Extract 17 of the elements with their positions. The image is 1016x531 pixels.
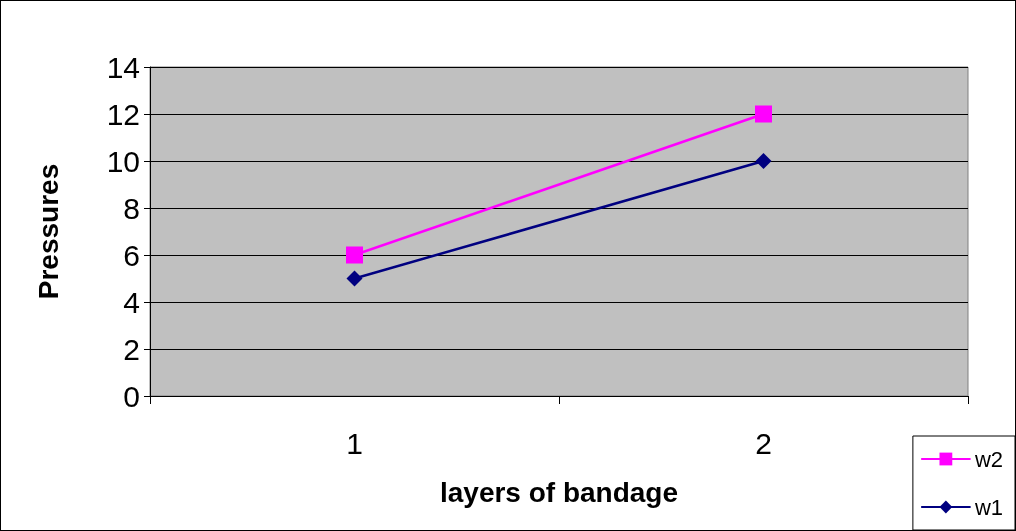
y-tick-label: 12: [106, 97, 140, 131]
point: [346, 270, 363, 287]
y-tick-label: 14: [106, 50, 140, 84]
point: [346, 246, 363, 264]
point: [755, 105, 772, 123]
x-tick-label: 1: [346, 426, 363, 460]
y-tick-label: 8: [123, 191, 140, 225]
y-tick-label: 6: [123, 238, 140, 272]
y-tick-label: 0: [123, 379, 140, 413]
legend-label: w1: [973, 494, 1003, 520]
y-tick-label: 4: [123, 285, 140, 319]
y-tick-label: 10: [106, 144, 140, 178]
legend-label: w2: [973, 446, 1003, 472]
y-axis-title: Pressures: [32, 163, 64, 300]
y-tick-label: 2: [123, 332, 140, 366]
x-axis-title: layers of bandage: [439, 476, 679, 508]
point: [755, 153, 772, 169]
